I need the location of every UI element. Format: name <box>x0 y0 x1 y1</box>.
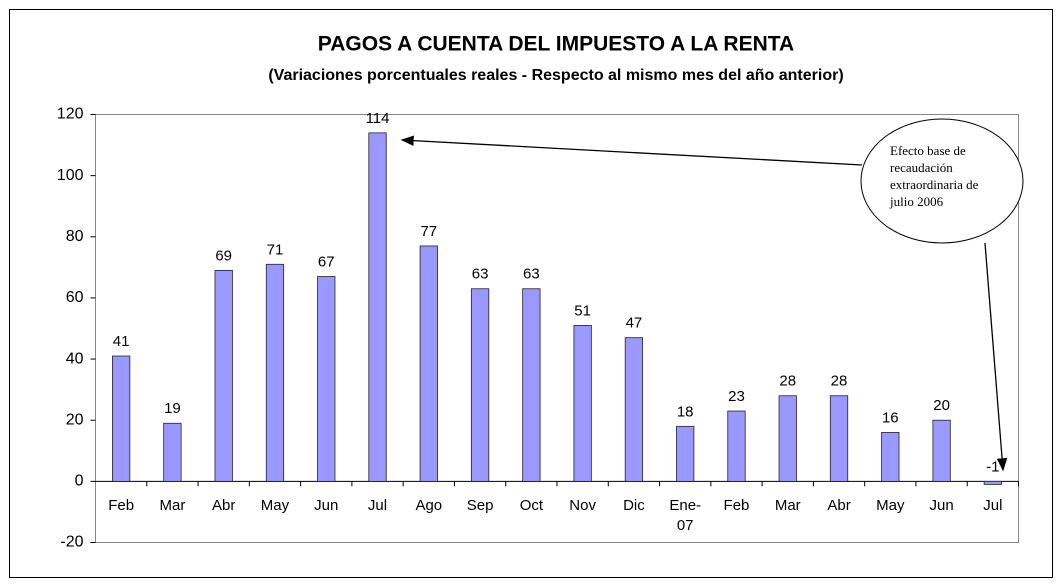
bar <box>676 425 695 482</box>
bar <box>573 325 592 482</box>
data-label: 28 <box>779 373 796 390</box>
data-label: 63 <box>472 266 489 283</box>
data-label: 47 <box>626 315 643 332</box>
x-tick-label: Jul <box>983 497 1003 515</box>
bar <box>317 276 336 482</box>
x-tick-label: Nov <box>569 497 596 515</box>
annotation-arrow <box>984 242 1008 472</box>
annotation-text: Efecto base de recaudación extraordinari… <box>890 143 979 209</box>
x-tick-label: Ene-07 <box>669 497 702 535</box>
data-label: 63 <box>523 266 540 283</box>
data-label: -1 <box>986 458 999 475</box>
data-label: 28 <box>831 373 848 390</box>
annotation-bubble <box>860 118 1024 244</box>
x-tick-label: Feb <box>723 497 750 515</box>
data-label: 114 <box>366 110 390 127</box>
x-tick-label: Oct <box>519 497 544 515</box>
y-tick-label: 80 <box>66 228 84 245</box>
chart-subtitle: (Variaciones porcentuales reales - Respe… <box>268 67 843 84</box>
bar <box>624 337 644 482</box>
bar <box>983 480 1002 485</box>
data-label: 67 <box>318 253 335 270</box>
chart-title: PAGOS A CUENTA DEL IMPUESTO A LA RENTA <box>318 33 794 56</box>
x-tick-label: Abr <box>827 497 851 515</box>
data-label: 41 <box>113 333 130 350</box>
y-tick-label: 40 <box>66 350 84 367</box>
bar <box>419 245 438 482</box>
x-tick-label: Ago <box>415 497 443 515</box>
data-label: 77 <box>420 223 437 240</box>
data-label: 20 <box>933 397 950 414</box>
bar <box>470 288 490 482</box>
data-label: 23 <box>728 388 745 405</box>
y-tick-label: 20 <box>66 411 84 428</box>
y-tick-label: 100 <box>57 167 84 184</box>
y-tick-label: 120 <box>57 106 84 123</box>
x-tick-label: Sep <box>466 497 494 515</box>
data-label: 19 <box>164 400 181 417</box>
bar <box>881 432 900 482</box>
x-tick-label: Feb <box>108 497 135 515</box>
annotation-arrow <box>400 135 863 166</box>
bar <box>727 410 746 482</box>
x-tick-label: Mar <box>774 497 801 515</box>
x-tick-label: Dic <box>623 497 645 515</box>
plot-frame <box>95 114 1019 543</box>
bar <box>112 355 131 482</box>
chart-frame <box>9 9 1053 578</box>
x-tick-label: Jun <box>314 497 339 515</box>
y-tick-label: 60 <box>66 289 84 306</box>
data-label: 51 <box>574 302 591 319</box>
y-tick-label: 0 <box>75 473 84 490</box>
x-tick-label: Jul <box>367 497 388 515</box>
data-label: 71 <box>267 241 284 258</box>
bar <box>522 288 541 482</box>
data-label: 16 <box>882 409 899 426</box>
data-label: 69 <box>215 247 232 264</box>
data-label: 18 <box>677 403 694 420</box>
bar <box>778 395 797 482</box>
bar <box>368 132 387 482</box>
x-tick-label: Jun <box>929 497 954 515</box>
x-tick-label: Mar <box>159 497 186 515</box>
x-tick-label: May <box>260 497 290 515</box>
bar <box>265 263 285 482</box>
x-tick-label: May <box>876 497 905 515</box>
bar <box>932 419 951 482</box>
bar <box>829 395 849 482</box>
y-tick-label: -20 <box>60 534 83 551</box>
bar <box>214 270 233 482</box>
bar <box>163 422 182 482</box>
x-tick-label: Abr <box>212 497 236 515</box>
